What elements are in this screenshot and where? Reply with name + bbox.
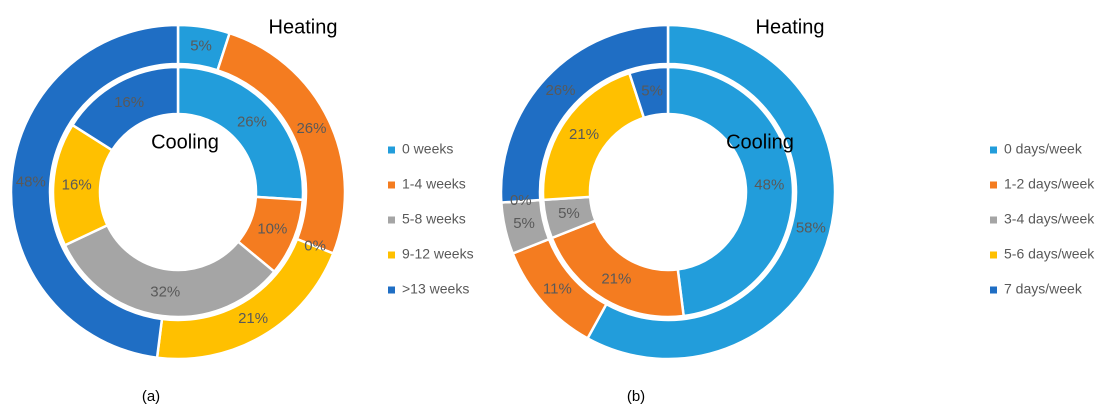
legend-swatch xyxy=(990,181,997,189)
legend-label: 1-2 days/week xyxy=(1004,176,1095,192)
legend-label: 9-12 weeks xyxy=(402,246,474,262)
legend-swatch xyxy=(388,251,395,259)
legend-swatch xyxy=(990,146,997,154)
legend-swatch xyxy=(388,216,395,224)
donut-slice xyxy=(585,23,837,361)
data-label: 32% xyxy=(150,284,180,301)
legend-label: 5-6 days/week xyxy=(1004,246,1095,262)
ring-label: Cooling xyxy=(726,131,794,153)
legend-swatch xyxy=(388,181,395,189)
legend-swatch xyxy=(388,286,395,294)
data-label: 10% xyxy=(257,220,287,237)
data-label: 16% xyxy=(62,177,92,194)
donut-slice xyxy=(9,23,180,360)
data-label: 21% xyxy=(601,270,631,287)
donut-slice xyxy=(627,65,670,120)
data-label: 48% xyxy=(754,177,784,194)
data-label: 58% xyxy=(796,220,826,237)
legend-label: 5-8 weeks xyxy=(402,211,466,227)
donut-slice xyxy=(63,223,277,319)
legend-swatch xyxy=(388,146,395,154)
legend-label: 0 days/week xyxy=(1004,141,1083,157)
caption: (b) xyxy=(627,388,645,405)
data-label: 26% xyxy=(237,113,267,130)
legend-swatch xyxy=(990,286,997,294)
donut-slice xyxy=(666,65,795,318)
ring-label: Cooling xyxy=(151,131,219,153)
data-label: 0% xyxy=(304,237,326,254)
donut-slice xyxy=(499,23,670,204)
data-label: 26% xyxy=(545,82,575,99)
donut-slice xyxy=(70,65,180,152)
caption: (a) xyxy=(142,388,160,405)
data-label: 16% xyxy=(114,94,144,111)
data-label: 5% xyxy=(190,37,212,54)
data-label: 21% xyxy=(238,310,268,327)
legend-label: 3-4 days/week xyxy=(1004,211,1095,227)
data-label: 5% xyxy=(513,215,535,232)
legend-label: 0 weeks xyxy=(402,141,453,157)
data-label: 21% xyxy=(569,126,599,143)
data-label: 0% xyxy=(510,192,532,209)
legend-label: 7 days/week xyxy=(1004,281,1083,297)
ring-label: Heating xyxy=(756,16,825,38)
data-label: 48% xyxy=(16,174,46,191)
legend-swatch xyxy=(990,251,997,259)
legend-label: 1-4 weeks xyxy=(402,176,466,192)
legend-swatch xyxy=(990,216,997,224)
data-label: 26% xyxy=(296,120,326,137)
ring-label: Heating xyxy=(269,16,338,38)
data-label: 5% xyxy=(558,205,580,222)
data-label: 11% xyxy=(543,281,572,298)
data-label: 5% xyxy=(641,83,663,100)
legend-label: >13 weeks xyxy=(402,281,469,297)
